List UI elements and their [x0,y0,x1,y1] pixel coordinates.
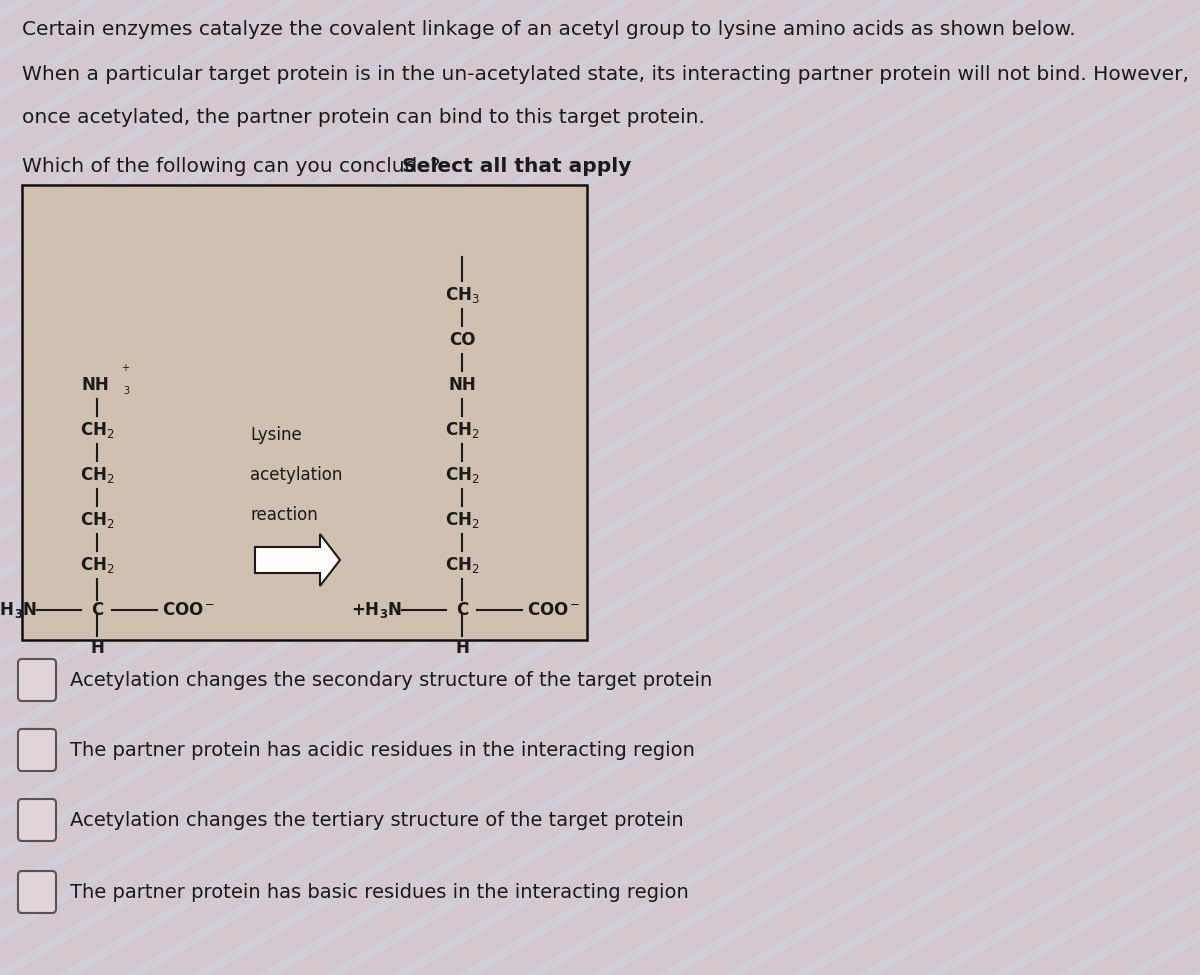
FancyBboxPatch shape [22,185,587,640]
Text: Lysine: Lysine [250,426,301,444]
Text: $\bf{+H_3N}$: $\bf{+H_3N}$ [0,600,37,620]
Text: C: C [456,601,468,619]
Text: CH$_2$: CH$_2$ [79,420,114,440]
Text: H: H [455,639,469,657]
Text: CH$_2$: CH$_2$ [445,510,479,530]
Text: C: C [91,601,103,619]
Text: $^+$: $^+$ [120,363,131,377]
Text: acetylation: acetylation [250,466,342,484]
Text: $\bf{+H_3N}$: $\bf{+H_3N}$ [350,600,402,620]
Text: COO$^-$: COO$^-$ [162,601,216,619]
Text: The partner protein has acidic residues in the interacting region: The partner protein has acidic residues … [70,740,695,760]
Text: CH$_2$: CH$_2$ [79,510,114,530]
Text: NH: NH [448,376,476,394]
Text: $_3$: $_3$ [124,383,131,397]
Text: Which of the following can you conclude?: Which of the following can you conclude? [22,157,446,176]
Text: CO: CO [449,331,475,349]
Text: When a particular target protein is in the un-acetylated state, its interacting : When a particular target protein is in t… [22,65,1189,84]
Text: Acetylation changes the tertiary structure of the target protein: Acetylation changes the tertiary structu… [70,810,684,830]
Text: Certain enzymes catalyze the covalent linkage of an acetyl group to lysine amino: Certain enzymes catalyze the covalent li… [22,20,1075,39]
FancyBboxPatch shape [18,729,56,771]
FancyBboxPatch shape [18,799,56,841]
Text: CH$_2$: CH$_2$ [79,555,114,575]
Text: once acetylated, the partner protein can bind to this target protein.: once acetylated, the partner protein can… [22,108,704,127]
Text: CH$_2$: CH$_2$ [445,465,479,485]
Text: H: H [90,639,104,657]
Text: COO$^-$: COO$^-$ [527,601,581,619]
FancyBboxPatch shape [18,659,56,701]
Text: The partner protein has basic residues in the interacting region: The partner protein has basic residues i… [70,882,689,902]
Text: NH: NH [82,376,109,394]
Polygon shape [254,534,340,586]
Text: Acetylation changes the secondary structure of the target protein: Acetylation changes the secondary struct… [70,671,713,689]
Text: CH$_2$: CH$_2$ [445,420,479,440]
Text: CH$_3$: CH$_3$ [445,285,479,305]
Text: CH$_2$: CH$_2$ [79,465,114,485]
Text: reaction: reaction [250,506,318,524]
Text: CH$_2$: CH$_2$ [445,555,479,575]
Text: Select all that apply: Select all that apply [402,157,631,176]
FancyBboxPatch shape [18,871,56,913]
